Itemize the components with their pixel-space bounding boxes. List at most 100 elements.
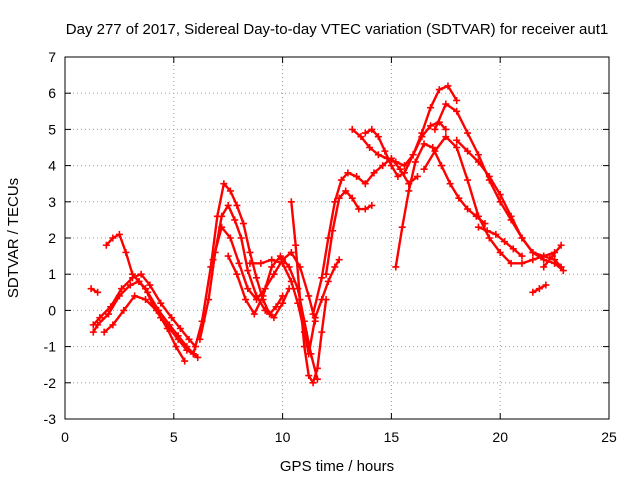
data-point-marker [381, 147, 389, 155]
data-point-marker [427, 104, 435, 112]
data-point-marker [442, 133, 450, 141]
data-point-marker [128, 270, 136, 278]
data-point-marker [348, 194, 356, 202]
data-point-marker [296, 296, 304, 304]
data-point-marker [420, 140, 428, 148]
data-point-marker [400, 169, 408, 177]
data-point-marker [374, 151, 382, 159]
data-point-marker [107, 303, 115, 311]
data-point-marker [87, 285, 95, 293]
data-point-marker [540, 263, 548, 271]
y-tick-label: -2 [44, 375, 57, 391]
data-point-marker [335, 194, 343, 202]
data-point-marker [118, 285, 126, 293]
data-point-marker [279, 299, 287, 307]
data-point-marker [242, 296, 250, 304]
data-point-marker [279, 259, 287, 267]
data-point-marker [224, 252, 232, 260]
data-point-marker [122, 248, 130, 256]
y-tick-label: 1 [48, 266, 56, 282]
data-point-marker [205, 296, 213, 304]
data-point-marker [418, 129, 426, 137]
series-trace [422, 135, 563, 269]
y-tick-label: 2 [48, 230, 56, 246]
series-trace [192, 182, 284, 356]
y-tick-label: -1 [44, 339, 57, 355]
data-point-marker [194, 353, 202, 361]
data-point-marker [313, 364, 321, 372]
data-point-marker [174, 335, 182, 343]
x-tick-label: 5 [170, 429, 178, 445]
data-point-marker [183, 346, 191, 354]
x-axis-label: GPS time / hours [280, 458, 394, 475]
data-point-marker [261, 306, 269, 314]
data-point-marker [492, 230, 500, 238]
data-point-marker [483, 227, 491, 235]
data-point-marker [414, 172, 422, 180]
satellite-track-t [474, 223, 526, 260]
data-point-marker [226, 234, 234, 242]
data-point-marker [252, 274, 260, 282]
data-point-marker [246, 259, 254, 267]
data-point-marker [209, 256, 217, 264]
data-point-marker [396, 165, 404, 173]
data-series [87, 82, 567, 387]
data-point-marker [176, 325, 184, 332]
data-point-marker [146, 281, 154, 289]
data-point-marker [285, 285, 293, 293]
y-tick-label: -3 [44, 411, 57, 427]
data-point-marker [172, 343, 180, 351]
data-point-marker [374, 133, 382, 141]
data-point-marker [518, 252, 526, 260]
data-point-marker [387, 162, 395, 170]
data-point-marker [464, 205, 472, 213]
satellite-track-q [420, 133, 565, 271]
data-point-marker [485, 172, 493, 180]
satellite-track-c [87, 285, 102, 296]
data-point-marker [102, 241, 110, 249]
data-point-marker [305, 292, 313, 300]
data-point-marker [501, 238, 509, 246]
data-point-marker [464, 176, 472, 184]
data-point-marker [348, 125, 356, 133]
data-point-marker [218, 212, 226, 220]
data-point-marker [464, 147, 472, 155]
data-point-marker [518, 234, 526, 242]
data-point-marker [224, 201, 232, 209]
data-point-marker [329, 227, 337, 235]
data-point-marker [244, 267, 252, 275]
data-point-marker [233, 201, 241, 209]
data-point-marker [287, 248, 295, 256]
data-point-marker [318, 274, 326, 282]
data-point-marker [189, 350, 197, 358]
data-point-marker [231, 216, 239, 224]
data-point-marker [142, 285, 150, 293]
series-trace [455, 139, 556, 258]
data-point-marker [335, 256, 343, 264]
data-point-marker [398, 223, 406, 231]
series-trace [92, 273, 197, 348]
data-point-marker [246, 248, 254, 256]
data-point-marker [464, 129, 472, 137]
data-point-marker [270, 270, 278, 278]
data-point-marker [305, 372, 313, 380]
x-tick-label: 20 [492, 429, 508, 445]
satellite-track-e [100, 292, 189, 365]
data-point-marker [496, 191, 504, 199]
data-point-marker [437, 162, 445, 170]
data-point-marker [135, 277, 143, 285]
x-tick-label: 10 [275, 429, 291, 445]
data-point-marker [322, 296, 330, 304]
data-point-marker [268, 263, 276, 271]
data-point-marker [272, 303, 280, 311]
y-tick-labels: -3 -2 -1 0 1 2 3 4 5 6 7 [44, 49, 57, 427]
data-point-marker [244, 285, 252, 293]
data-point-marker [455, 194, 463, 202]
satellite-track-j [246, 256, 343, 358]
data-point-marker [507, 259, 515, 267]
x-tick-label: 0 [61, 429, 69, 445]
y-tick-label: 7 [48, 49, 56, 65]
satellite-track-l [309, 154, 422, 318]
